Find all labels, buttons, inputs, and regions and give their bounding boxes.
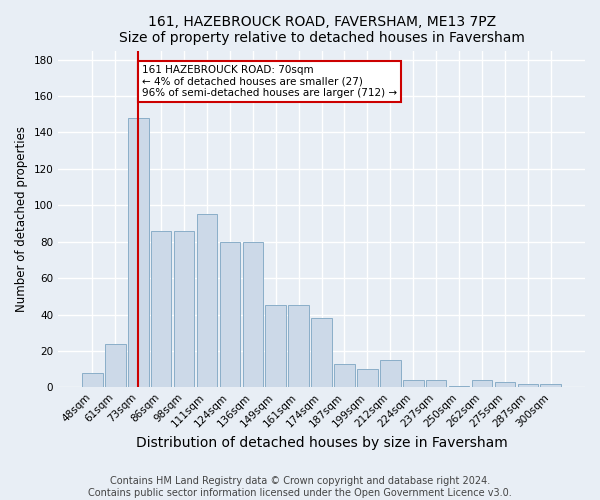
Text: 161 HAZEBROUCK ROAD: 70sqm
← 4% of detached houses are smaller (27)
96% of semi-: 161 HAZEBROUCK ROAD: 70sqm ← 4% of detac…	[142, 65, 397, 98]
Bar	[541, 384, 561, 388]
Bar	[174, 231, 194, 388]
Bar	[220, 242, 240, 388]
Bar	[289, 306, 309, 388]
Y-axis label: Number of detached properties: Number of detached properties	[15, 126, 28, 312]
Bar	[334, 364, 355, 388]
Bar	[151, 231, 172, 388]
Bar	[357, 369, 378, 388]
Text: Contains HM Land Registry data © Crown copyright and database right 2024.
Contai: Contains HM Land Registry data © Crown c…	[88, 476, 512, 498]
X-axis label: Distribution of detached houses by size in Faversham: Distribution of detached houses by size …	[136, 436, 508, 450]
Bar	[403, 380, 424, 388]
Bar	[105, 344, 125, 388]
Bar	[449, 386, 469, 388]
Bar	[426, 380, 446, 388]
Bar	[197, 214, 217, 388]
Bar	[472, 380, 493, 388]
Bar	[380, 360, 401, 388]
Bar	[82, 373, 103, 388]
Bar	[242, 242, 263, 388]
Bar	[128, 118, 149, 388]
Title: 161, HAZEBROUCK ROAD, FAVERSHAM, ME13 7PZ
Size of property relative to detached : 161, HAZEBROUCK ROAD, FAVERSHAM, ME13 7P…	[119, 15, 524, 45]
Bar	[494, 382, 515, 388]
Bar	[265, 306, 286, 388]
Bar	[518, 384, 538, 388]
Bar	[311, 318, 332, 388]
